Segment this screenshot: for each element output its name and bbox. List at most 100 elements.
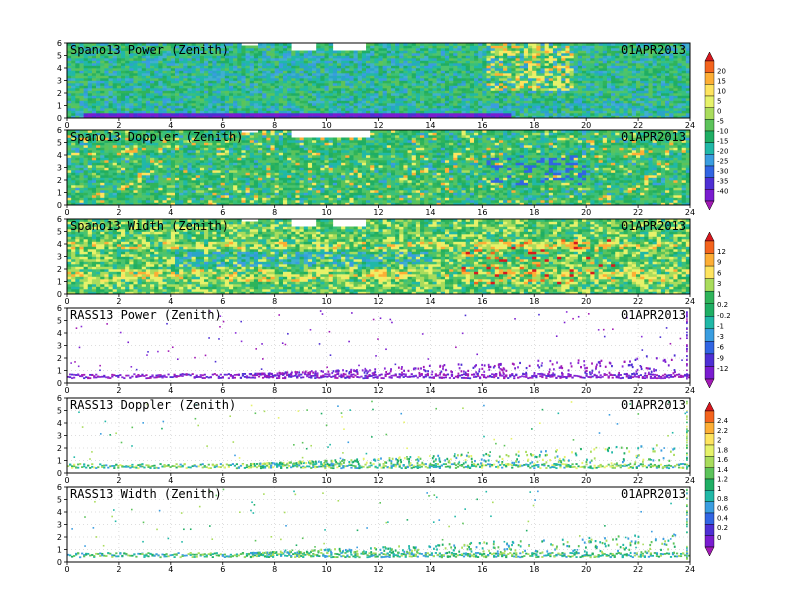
heatmap-cell <box>378 73 383 76</box>
heatmap-cell <box>249 95 255 99</box>
heatmap-cell <box>96 58 101 61</box>
heatmap-cell <box>374 63 379 66</box>
heatmap-cell <box>615 70 620 74</box>
heatmap-cell <box>490 78 496 81</box>
heatmap-cell <box>162 60 167 64</box>
heatmap-cell <box>478 83 483 86</box>
heatmap-cell <box>428 98 433 101</box>
heatmap-cell <box>486 100 491 104</box>
heatmap-cell <box>262 115 267 118</box>
heatmap-cell <box>108 48 113 51</box>
heatmap-cell <box>552 68 558 71</box>
heatmap-cell <box>424 48 429 51</box>
heatmap-cell <box>528 103 533 106</box>
heatmap-cell <box>274 48 280 51</box>
heatmap-cell <box>444 78 450 81</box>
heatmap-cell <box>67 60 72 64</box>
heatmap-cell <box>640 93 645 96</box>
heatmap-cell <box>320 100 325 104</box>
heatmap-cell <box>357 113 363 116</box>
heatmap-cell <box>108 93 113 96</box>
heatmap-cell <box>457 98 462 101</box>
heatmap-cell <box>382 65 388 69</box>
heatmap-cell <box>141 108 147 111</box>
heatmap-cell <box>619 85 624 89</box>
heatmap-cell <box>631 70 637 74</box>
heatmap-cell <box>91 113 97 116</box>
heatmap-cell <box>303 93 309 96</box>
heatmap-cell <box>482 88 487 91</box>
heatmap-cell <box>573 115 579 118</box>
heatmap-cell <box>274 90 280 94</box>
heatmap-cell <box>316 70 321 74</box>
heatmap-cell <box>212 105 217 109</box>
heatmap-cell <box>515 48 521 51</box>
heatmap-cell <box>287 90 292 94</box>
heatmap-cell <box>212 68 217 71</box>
heatmap-cell <box>341 93 346 96</box>
heatmap-cell <box>536 55 541 59</box>
heatmap-cell <box>133 108 138 111</box>
heatmap-cell <box>652 65 658 69</box>
heatmap-cell <box>370 55 375 59</box>
heatmap-cell <box>611 98 616 101</box>
heatmap-cell <box>390 73 396 76</box>
heatmap-cell <box>141 65 147 69</box>
heatmap-cell <box>449 110 454 114</box>
heatmap-cell <box>166 98 172 101</box>
heatmap-cell <box>436 90 442 94</box>
heatmap-cell <box>104 167 109 171</box>
heatmap-cell <box>403 68 408 71</box>
x-tick-label: 4 <box>168 121 173 130</box>
heatmap-cell <box>644 113 649 116</box>
heatmap-cell <box>486 60 491 64</box>
heatmap-cell <box>116 68 122 71</box>
heatmap-cell <box>129 45 134 49</box>
heatmap-cell <box>158 105 163 109</box>
heatmap-cell <box>382 100 388 104</box>
heatmap-cell <box>465 60 471 64</box>
heatmap-cell <box>187 58 192 61</box>
heatmap-cell <box>681 85 687 89</box>
heatmap-cell <box>444 113 450 116</box>
heatmap-cell <box>557 70 562 74</box>
heatmap-cell <box>390 65 396 69</box>
heatmap-cell <box>644 73 649 76</box>
heatmap-cell <box>262 60 267 64</box>
heatmap-cell <box>449 95 454 99</box>
heatmap-cell <box>536 73 541 76</box>
heatmap-cell <box>71 145 76 148</box>
heatmap-cell <box>224 50 230 54</box>
heatmap-cell <box>569 80 574 84</box>
heatmap-cell <box>432 58 437 61</box>
heatmap-cell <box>245 98 251 101</box>
heatmap-cell <box>540 88 545 91</box>
heatmap-cell <box>366 73 371 76</box>
heatmap-cell <box>91 48 97 51</box>
heatmap-cell <box>96 43 101 46</box>
heatmap-cell <box>540 73 545 76</box>
heatmap-cell <box>507 60 512 64</box>
heatmap-cell <box>191 83 197 86</box>
heatmap-cell <box>474 48 479 51</box>
heatmap-cell <box>287 60 292 64</box>
heatmap-cell <box>594 110 599 114</box>
heatmap-cell <box>87 85 93 89</box>
heatmap-cell <box>324 100 329 104</box>
heatmap-cell <box>644 68 649 71</box>
heatmap-cell <box>498 95 504 99</box>
heatmap-cell <box>208 63 213 66</box>
heatmap-cell <box>428 113 433 116</box>
heatmap-cell <box>108 43 113 46</box>
heatmap-cell <box>112 202 118 205</box>
heatmap-cell <box>120 108 126 111</box>
heatmap-cell <box>361 78 367 81</box>
heatmap-cell <box>183 113 188 116</box>
heatmap-cell <box>548 98 554 101</box>
heatmap-cell <box>565 43 570 46</box>
heatmap-cell <box>191 98 197 101</box>
heatmap-cell <box>494 43 500 46</box>
heatmap-cell <box>75 167 80 171</box>
heatmap-cell <box>75 182 80 186</box>
